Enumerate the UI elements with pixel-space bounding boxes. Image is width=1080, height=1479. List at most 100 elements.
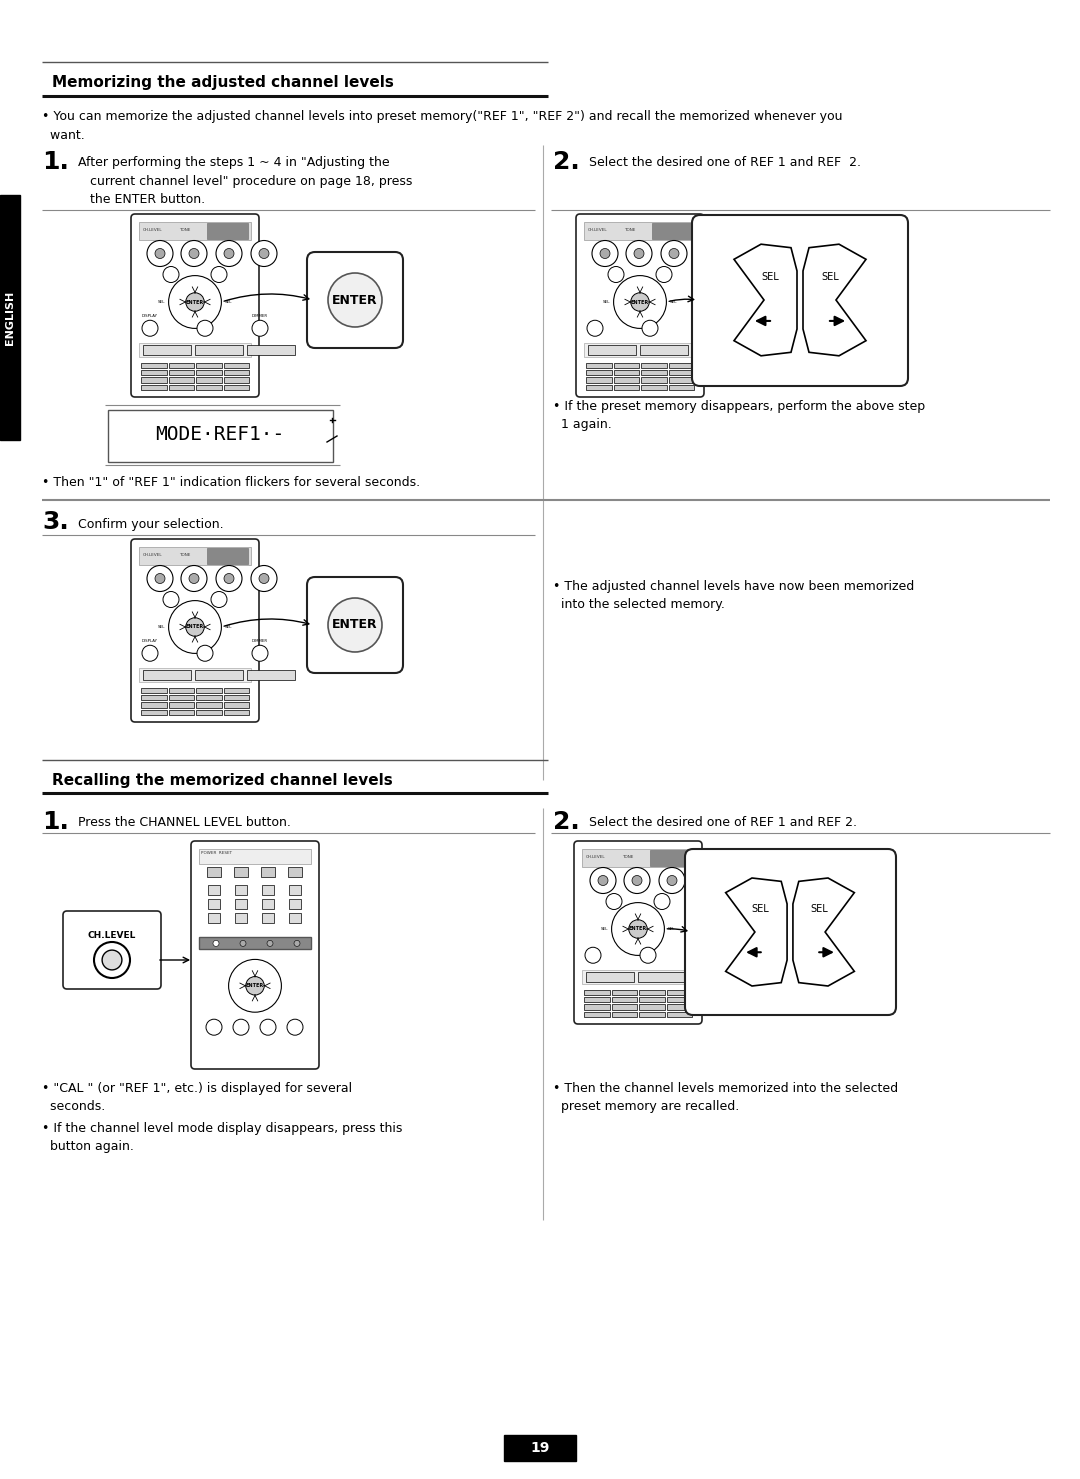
Text: DIMMER: DIMMER: [252, 314, 268, 318]
Circle shape: [103, 950, 122, 970]
Bar: [650, 850, 691, 865]
Bar: [639, 1012, 664, 1018]
FancyBboxPatch shape: [685, 849, 896, 1015]
Text: CH.LEVEL: CH.LEVEL: [143, 553, 163, 558]
Text: Press the CHANNEL LEVEL button.: Press the CHANNEL LEVEL button.: [78, 816, 291, 830]
Text: 1.: 1.: [42, 810, 69, 834]
Bar: [588, 345, 636, 355]
Bar: [584, 1012, 609, 1018]
Circle shape: [224, 248, 234, 259]
Circle shape: [600, 248, 610, 259]
Polygon shape: [734, 244, 797, 356]
Bar: [168, 385, 194, 390]
Bar: [195, 377, 221, 383]
Bar: [141, 362, 166, 368]
Bar: [613, 385, 639, 390]
Bar: [638, 972, 686, 982]
FancyBboxPatch shape: [573, 842, 702, 1023]
Bar: [652, 223, 692, 238]
Circle shape: [251, 565, 276, 592]
Circle shape: [640, 947, 656, 963]
Circle shape: [626, 241, 652, 266]
FancyBboxPatch shape: [307, 577, 403, 673]
Circle shape: [598, 876, 608, 886]
Circle shape: [631, 293, 649, 311]
Text: • Then the channel levels memorized into the selected
  preset memory are recall: • Then the channel levels memorized into…: [553, 1083, 899, 1114]
Circle shape: [156, 574, 165, 584]
Bar: [207, 223, 247, 238]
Bar: [224, 703, 249, 708]
Circle shape: [287, 1019, 303, 1035]
Text: POWER  RESET: POWER RESET: [201, 850, 232, 855]
Bar: [642, 362, 666, 368]
Circle shape: [634, 248, 644, 259]
Bar: [586, 972, 634, 982]
Bar: [143, 670, 191, 680]
Circle shape: [181, 565, 207, 592]
Text: SEL: SEL: [752, 905, 770, 914]
Text: SEL: SEL: [603, 300, 610, 305]
Bar: [235, 899, 247, 910]
Bar: [168, 695, 194, 701]
Bar: [288, 867, 302, 877]
Bar: [141, 370, 166, 376]
Circle shape: [608, 266, 624, 282]
Bar: [0, 195, 21, 439]
FancyBboxPatch shape: [692, 214, 908, 386]
Bar: [224, 688, 249, 694]
Text: Confirm your selection.: Confirm your selection.: [78, 518, 224, 531]
FancyBboxPatch shape: [307, 251, 403, 348]
FancyBboxPatch shape: [576, 214, 704, 396]
Bar: [666, 1012, 692, 1018]
Bar: [639, 997, 664, 1003]
Circle shape: [94, 942, 130, 978]
Text: ENTER: ENTER: [629, 926, 647, 932]
Ellipse shape: [328, 598, 382, 652]
Circle shape: [206, 1019, 222, 1035]
Bar: [640, 345, 688, 355]
Bar: [247, 670, 295, 680]
Bar: [208, 886, 220, 895]
Circle shape: [197, 321, 213, 336]
Text: SEL: SEL: [225, 626, 232, 629]
Bar: [139, 547, 251, 565]
Circle shape: [624, 868, 650, 893]
Bar: [141, 688, 166, 694]
Text: TONE: TONE: [622, 855, 633, 859]
Text: Select the desired one of REF 1 and REF  2.: Select the desired one of REF 1 and REF …: [589, 155, 861, 169]
Bar: [199, 849, 311, 864]
Bar: [666, 1004, 692, 1010]
Bar: [195, 345, 243, 355]
Circle shape: [267, 941, 273, 947]
Bar: [247, 345, 295, 355]
Circle shape: [240, 941, 246, 947]
Text: ENTER: ENTER: [333, 618, 378, 632]
Bar: [208, 899, 220, 910]
Bar: [611, 997, 637, 1003]
Text: ENTER: ENTER: [246, 984, 265, 988]
Polygon shape: [804, 244, 866, 356]
Circle shape: [189, 248, 199, 259]
Text: ENTER: ENTER: [631, 300, 649, 305]
Circle shape: [585, 947, 600, 963]
Bar: [207, 867, 221, 877]
Bar: [168, 370, 194, 376]
Circle shape: [259, 574, 269, 584]
Circle shape: [141, 645, 158, 661]
Bar: [224, 385, 249, 390]
Text: TONE: TONE: [179, 553, 190, 558]
FancyBboxPatch shape: [131, 538, 259, 722]
Circle shape: [233, 1019, 249, 1035]
Bar: [289, 886, 301, 895]
Text: ENTER: ENTER: [186, 624, 204, 630]
Bar: [642, 377, 666, 383]
Circle shape: [696, 947, 711, 963]
Circle shape: [189, 574, 199, 584]
Circle shape: [163, 266, 179, 282]
Bar: [669, 362, 694, 368]
Text: • If the preset memory disappears, perform the above step
  1 again.: • If the preset memory disappears, perfo…: [553, 399, 926, 430]
Circle shape: [260, 1019, 276, 1035]
Circle shape: [588, 321, 603, 336]
Circle shape: [147, 241, 173, 266]
Circle shape: [229, 960, 282, 1012]
